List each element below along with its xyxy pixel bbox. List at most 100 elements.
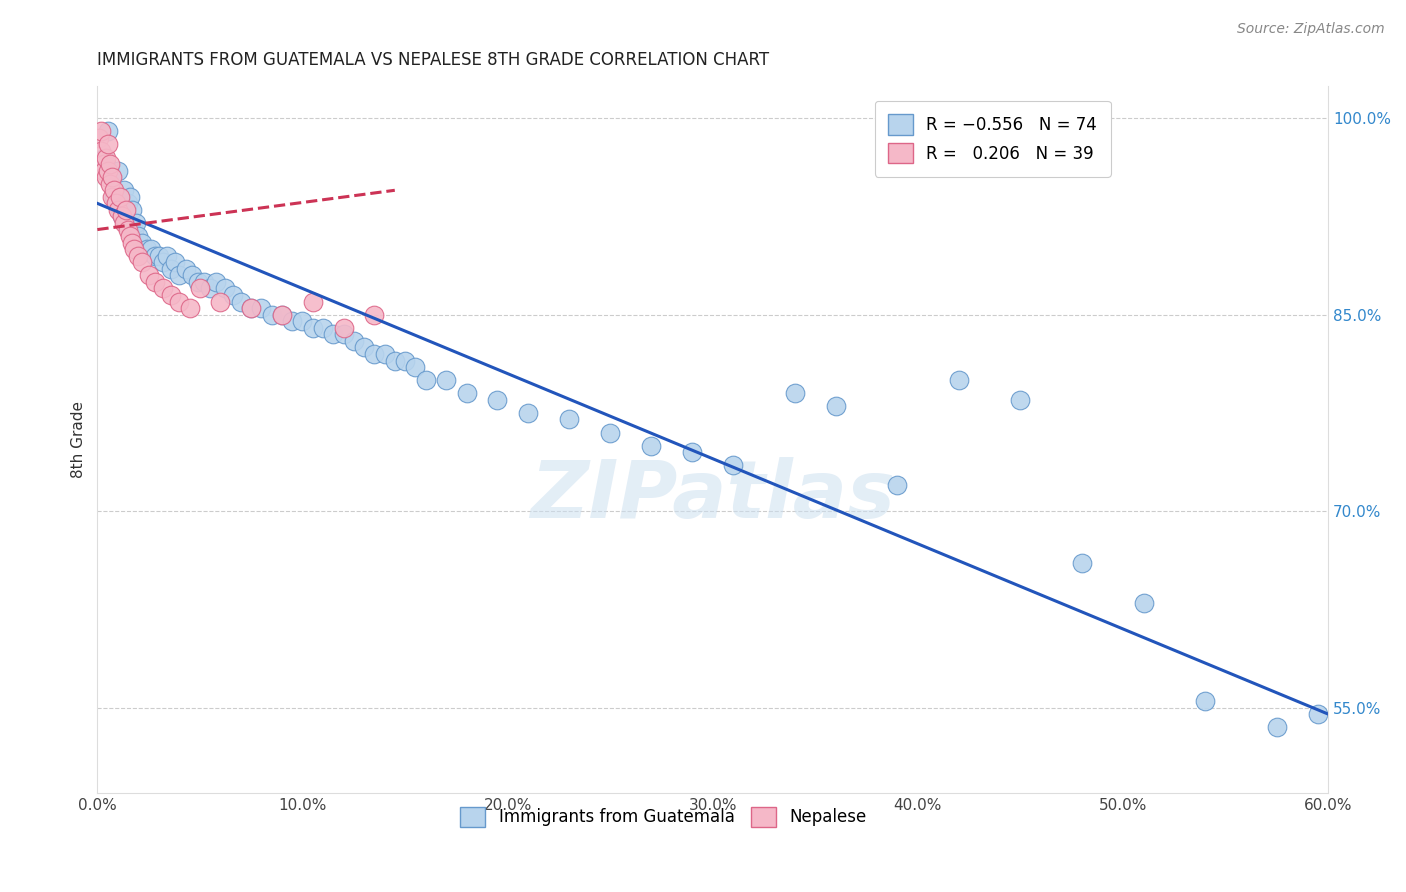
Point	[363, 308, 385, 322]
Point	[103, 183, 125, 197]
Point	[558, 412, 581, 426]
Point	[124, 242, 146, 256]
Point	[240, 301, 263, 315]
Point	[131, 255, 153, 269]
Point	[281, 314, 304, 328]
Point	[250, 301, 273, 315]
Point	[152, 281, 174, 295]
Point	[1071, 557, 1094, 571]
Point	[322, 327, 344, 342]
Point	[165, 255, 187, 269]
Point	[97, 137, 120, 152]
Point	[1194, 694, 1216, 708]
Point	[121, 235, 143, 250]
Point	[179, 301, 201, 315]
Point	[148, 249, 170, 263]
Legend: Immigrants from Guatemala, Nepalese: Immigrants from Guatemala, Nepalese	[454, 800, 873, 834]
Point	[169, 268, 191, 283]
Point	[205, 275, 228, 289]
Point	[214, 281, 236, 295]
Point	[180, 268, 202, 283]
Text: IMMIGRANTS FROM GUATEMALA VS NEPALESE 8TH GRADE CORRELATION CHART: IMMIGRANTS FROM GUATEMALA VS NEPALESE 8T…	[97, 51, 769, 69]
Point	[112, 183, 135, 197]
Point	[98, 163, 121, 178]
Point	[94, 151, 117, 165]
Point	[415, 373, 437, 387]
Point	[332, 327, 354, 342]
Point	[115, 202, 138, 217]
Point	[824, 400, 846, 414]
Point	[486, 392, 509, 407]
Point	[112, 216, 135, 230]
Text: Source: ZipAtlas.com: Source: ZipAtlas.com	[1237, 22, 1385, 37]
Point	[156, 249, 179, 263]
Point	[100, 170, 122, 185]
Point	[107, 202, 129, 217]
Point	[193, 275, 215, 289]
Point	[111, 210, 134, 224]
Point	[363, 347, 385, 361]
Point	[93, 157, 115, 171]
Point	[456, 386, 478, 401]
Point	[353, 340, 375, 354]
Point	[169, 294, 191, 309]
Point	[301, 320, 323, 334]
Point	[120, 190, 142, 204]
Point	[94, 170, 117, 185]
Point	[948, 373, 970, 387]
Point	[373, 347, 395, 361]
Point	[517, 406, 540, 420]
Point	[103, 190, 125, 204]
Point	[143, 249, 166, 263]
Point	[394, 353, 416, 368]
Point	[209, 294, 232, 309]
Point	[681, 445, 703, 459]
Point	[1265, 720, 1288, 734]
Point	[139, 242, 162, 256]
Point	[117, 222, 139, 236]
Point	[138, 268, 160, 283]
Point	[120, 229, 142, 244]
Point	[198, 281, 221, 295]
Point	[135, 242, 157, 256]
Point	[107, 163, 129, 178]
Point	[93, 151, 115, 165]
Point	[90, 144, 112, 158]
Point	[100, 190, 122, 204]
Point	[291, 314, 314, 328]
Point	[332, 320, 354, 334]
Point	[100, 170, 122, 185]
Point	[115, 216, 138, 230]
Point	[640, 439, 662, 453]
Point	[108, 190, 131, 204]
Y-axis label: 8th Grade: 8th Grade	[72, 401, 86, 477]
Point	[1306, 707, 1329, 722]
Point	[97, 163, 120, 178]
Point	[127, 249, 149, 263]
Point	[89, 131, 111, 145]
Point	[187, 275, 209, 289]
Point	[723, 458, 745, 473]
Point	[343, 334, 366, 348]
Point	[260, 308, 283, 322]
Point	[783, 386, 806, 401]
Point	[599, 425, 621, 440]
Point	[152, 255, 174, 269]
Point	[1132, 596, 1154, 610]
Point	[104, 196, 127, 211]
Point	[93, 163, 115, 178]
Point	[117, 196, 139, 211]
Point	[97, 124, 120, 138]
Point	[174, 261, 197, 276]
Point	[160, 288, 183, 302]
Point	[271, 308, 294, 322]
Point	[404, 360, 426, 375]
Point	[188, 281, 211, 295]
Point	[94, 157, 117, 171]
Point	[98, 157, 121, 171]
Point	[229, 294, 252, 309]
Point	[111, 210, 134, 224]
Point	[434, 373, 457, 387]
Point	[384, 353, 406, 368]
Point	[1010, 392, 1032, 407]
